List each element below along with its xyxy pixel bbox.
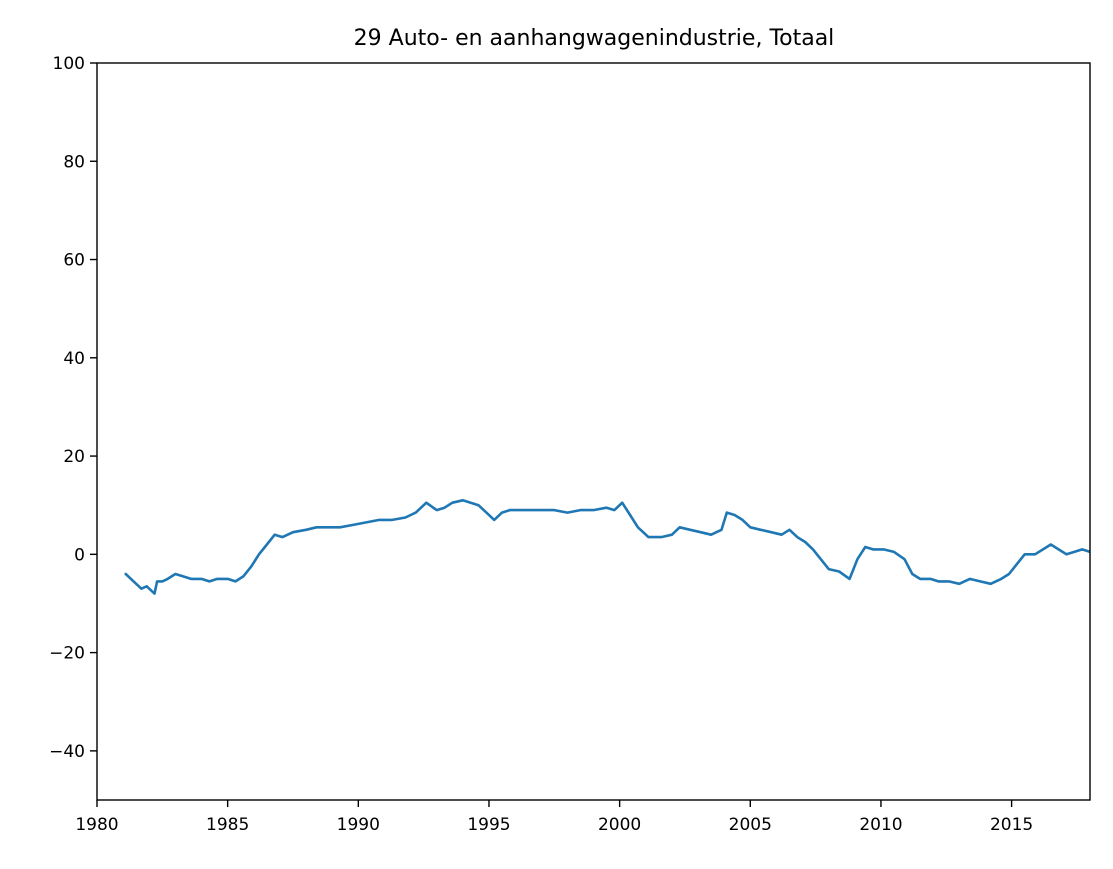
y-tick-label: 100 (53, 54, 85, 74)
plot-area (124, 499, 1090, 595)
x-tick-label: 2015 (990, 815, 1033, 835)
x-tick-label: 1995 (467, 815, 510, 835)
y-tick-label: 0 (74, 545, 85, 565)
x-tick-label: 1980 (75, 815, 118, 835)
y-tick-label: 40 (63, 349, 85, 369)
y-tick-label: 20 (63, 447, 85, 467)
x-tick-label: 1990 (337, 815, 380, 835)
chart-title: 29 Auto- en aanhangwagenindustrie, Totaa… (354, 26, 835, 51)
y-tick-label: −20 (49, 644, 85, 664)
axes-frame (96, 62, 1091, 801)
x-tick-label: 2005 (729, 815, 772, 835)
x-tick-label: 1985 (206, 815, 249, 835)
y-axis: −40 −20 0 20 40 60 80 100 (49, 54, 97, 762)
y-tick-label: 80 (63, 152, 85, 172)
y-tick-label: −40 (49, 742, 85, 762)
y-tick-label: 60 (63, 251, 85, 271)
series-line (124, 499, 1090, 595)
x-tick-label: 2010 (859, 815, 902, 835)
x-axis: 1980 1985 1990 1995 2000 2005 2010 2015 (75, 800, 1033, 835)
x-tick-label: 2000 (598, 815, 641, 835)
